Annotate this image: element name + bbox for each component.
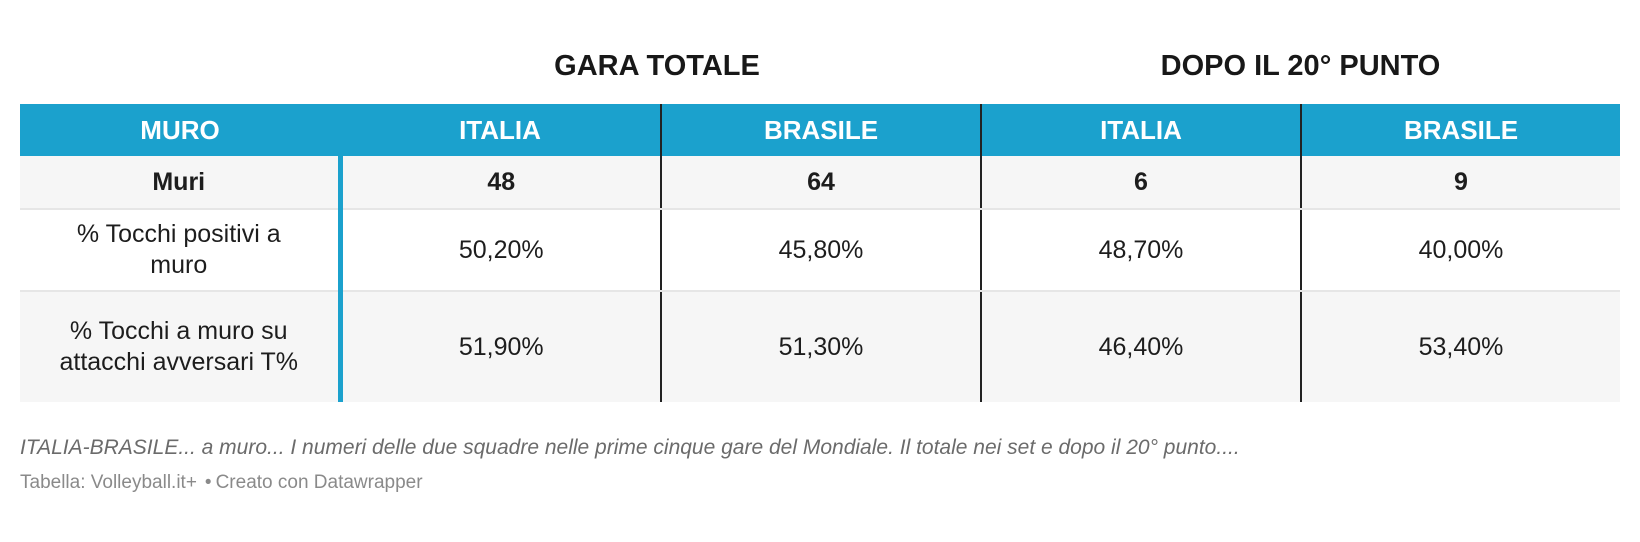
data-table: MURO ITALIA BRASILE ITALIA BRASILE Muri … [20, 104, 1620, 402]
table-row: % Tocchi a muro su attacchi avversari T%… [20, 291, 1620, 402]
table-cell: 50,20% [337, 209, 661, 292]
row-label: % Tocchi a muro su attacchi avversari T% [20, 291, 340, 402]
table-row: % Tocchi positivi a muro 50,20% 45,80% 4… [20, 209, 1620, 292]
table-row: Muri 48 64 6 9 [20, 156, 1620, 210]
table-cell: 48 [337, 156, 661, 210]
table-cell: 64 [660, 156, 981, 210]
chart-footer: ITALIA-BRASILE... a muro... I numeri del… [20, 436, 1620, 494]
table-cell: 51,90% [337, 291, 661, 402]
header-muro: MURO [20, 104, 340, 156]
row-label: % Tocchi positivi a muro [20, 209, 340, 292]
table-cell: 6 [980, 156, 1301, 210]
made-with-link[interactable]: Creato con Datawrapper [215, 472, 423, 493]
row-label: Muri [20, 156, 340, 210]
column-group-header-row: GARA TOTALE DOPO IL 20° PUNTO [20, 0, 1620, 104]
table-cell: 45,80% [660, 209, 981, 292]
group-title-dopo-20-punto: DOPO IL 20° PUNTO [1160, 50, 1441, 82]
table-cell: 51,30% [660, 291, 981, 402]
header-brasile-totale: BRASILE [660, 104, 981, 156]
header-brasile-20: BRASILE [1300, 104, 1620, 156]
table-cell: 48,70% [980, 209, 1301, 292]
table-cell: 53,40% [1300, 291, 1620, 402]
table-note: ITALIA-BRASILE... a muro... I numeri del… [20, 436, 1240, 459]
group-title-gara-totale: GARA TOTALE [554, 50, 760, 82]
header-italia-20: ITALIA [980, 104, 1301, 156]
source-text: Tabella: Volleyball.it+ [20, 472, 197, 493]
separator-dot: • [204, 472, 212, 493]
table-cell: 9 [1300, 156, 1620, 210]
header-italia-totale: ITALIA [340, 104, 661, 156]
table-container: GARA TOTALE DOPO IL 20° PUNTO MURO ITALI… [20, 0, 1620, 402]
credit-line: Tabella: Volleyball.it+ • Creato con Dataw… [20, 472, 1620, 494]
header-row: MURO ITALIA BRASILE ITALIA BRASILE [20, 104, 1620, 156]
table-cell: 40,00% [1300, 209, 1620, 292]
table-cell: 46,40% [980, 291, 1301, 402]
